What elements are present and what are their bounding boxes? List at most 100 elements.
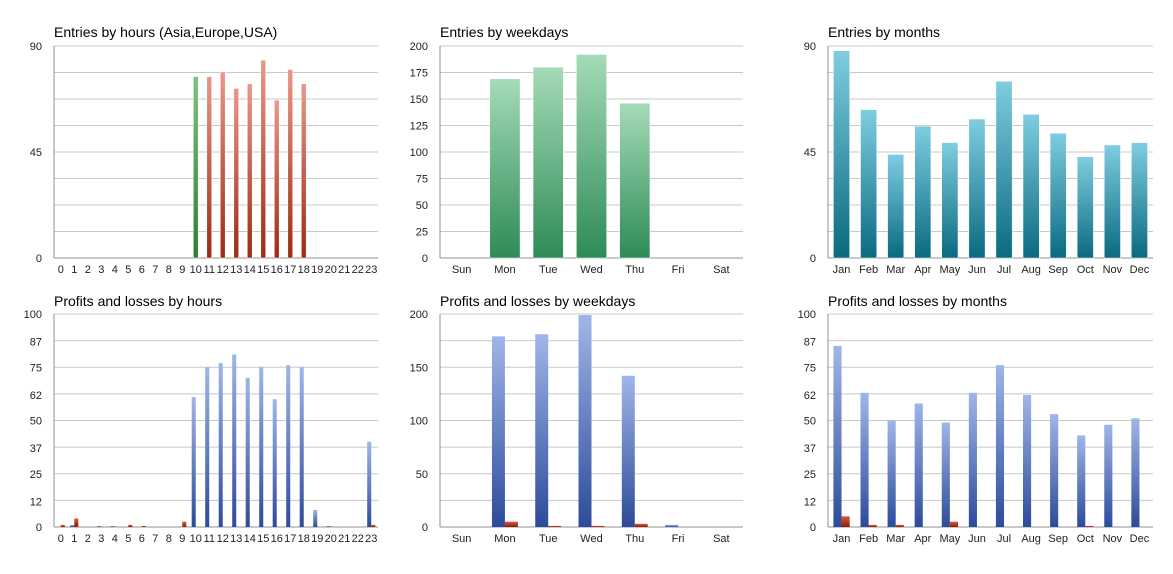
x-tick-label: Wed (580, 533, 602, 545)
x-tick-label: Thu (625, 533, 644, 545)
profit-bar-14 (245, 377, 250, 527)
profit-bar-apr (914, 403, 923, 527)
x-tick-label: 15 (257, 264, 269, 276)
bar-13 (233, 88, 239, 259)
x-tick-label: Aug (1021, 264, 1041, 276)
chart-title: Profits and losses by hours (54, 293, 222, 309)
y-tick-label: 200 (410, 41, 428, 53)
x-tick-label: 0 (58, 533, 64, 545)
loss-bar-oct (1085, 525, 1094, 527)
y-tick-label: 87 (30, 337, 42, 349)
x-tick-label: Mar (886, 533, 905, 545)
x-tick-label: Sep (1048, 533, 1068, 545)
bar-feb (860, 109, 877, 259)
chart-title: Profits and losses by months (828, 293, 1007, 309)
x-tick-label: 18 (298, 264, 310, 276)
profit-bar-11 (205, 367, 210, 527)
bar-sep (1049, 132, 1067, 259)
y-tick-label: 100 (410, 147, 428, 159)
x-tick-label: 11 (204, 533, 215, 545)
bar-tue (532, 66, 564, 259)
bar-18 (301, 83, 307, 259)
bar-dec (1131, 142, 1148, 259)
y-tick-label: 87 (804, 337, 816, 349)
profit-bar-13 (232, 354, 237, 527)
x-tick-label: 9 (179, 533, 185, 545)
x-tick-label: 19 (311, 533, 323, 545)
chart-entries-by-weekdays: Entries by weekdays 0 25 50 75 100 125 150 175 2… (391, 0, 782, 287)
x-tick-label: Dec (1130, 533, 1150, 545)
profit-bar-16 (272, 399, 277, 527)
loss-bar-feb (868, 524, 877, 527)
loss-bar-5 (128, 524, 133, 527)
y-tick-label: 37 (804, 443, 816, 455)
y-tick-label: 25 (804, 469, 816, 481)
x-tick-label: Jul (997, 264, 1011, 276)
bar-16 (274, 99, 280, 259)
loss-bar-jan (841, 516, 850, 527)
x-tick-label: Aug (1021, 533, 1041, 545)
x-tick-label: 12 (217, 533, 229, 545)
y-tick-label: 0 (36, 522, 42, 534)
x-tick-label: 5 (125, 264, 131, 276)
y-tick-label: 75 (804, 362, 816, 374)
bar-jun (968, 118, 986, 259)
loss-bar-23 (371, 524, 376, 527)
loss-bar-may (949, 521, 958, 527)
x-tick-label: 8 (166, 533, 172, 545)
x-tick-label: 13 (230, 533, 242, 545)
x-tick-label: Wed (580, 264, 602, 276)
y-tick-label: 25 (30, 469, 42, 481)
x-tick-label: Apr (914, 533, 931, 545)
x-tick-label: Jan (833, 533, 851, 545)
bar-mon (489, 78, 521, 259)
y-tick-label: 0 (36, 253, 42, 265)
loss-bar-1 (74, 518, 79, 527)
chart-title: Entries by weekdays (440, 24, 568, 40)
x-tick-label: 3 (98, 533, 104, 545)
profit-bar-4 (110, 525, 115, 527)
x-tick-label: Apr (914, 264, 931, 276)
x-tick-label: 13 (230, 264, 242, 276)
bar-mar (887, 154, 905, 259)
profit-bar-thu (621, 375, 635, 527)
y-tick-label: 150 (410, 94, 428, 106)
bar-thu (619, 102, 651, 259)
y-tick-label: 50 (416, 200, 428, 212)
x-tick-label: Sun (452, 264, 472, 276)
x-tick-label: Feb (859, 264, 878, 276)
y-tick-label: 125 (410, 121, 428, 133)
x-tick-label: Fri (672, 264, 685, 276)
chart-profits-losses-by-hours: Profits and losses by hours 0 12 25 37 50 62 7… (0, 287, 391, 574)
x-tick-label: 21 (338, 264, 350, 276)
x-tick-label: Oct (1077, 533, 1094, 545)
profit-bar-18 (299, 367, 304, 527)
profit-bar-10 (191, 397, 196, 527)
loss-bar-mar (895, 524, 904, 527)
x-tick-label: Sun (452, 533, 472, 545)
x-tick-label: Mon (494, 264, 515, 276)
x-tick-label: 1 (71, 533, 77, 545)
bar-may (941, 142, 959, 259)
profit-bar-sep (1050, 414, 1059, 527)
y-tick-label: 90 (804, 41, 816, 53)
profit-bar-oct (1077, 435, 1086, 527)
x-tick-label: 22 (352, 533, 364, 545)
y-tick-label: 25 (416, 227, 428, 239)
x-tick-label: Sat (713, 264, 730, 276)
x-tick-label: 8 (166, 264, 172, 276)
chart-svg: Profits and losses by months 0 12 25 37 50 62… (798, 293, 1153, 545)
x-tick-label: May (939, 264, 960, 276)
x-tick-label: Sat (713, 533, 730, 545)
y-tick-label: 45 (804, 147, 816, 159)
profit-bar-3 (97, 525, 102, 527)
x-tick-label: 10 (190, 533, 202, 545)
profit-bar-15 (259, 367, 264, 527)
x-tick-label: Jan (833, 264, 851, 276)
x-tick-label: 16 (271, 264, 283, 276)
bar-jul (995, 81, 1013, 259)
x-tick-label: Tue (539, 264, 558, 276)
x-tick-label: 9 (179, 264, 185, 276)
bar-11 (206, 76, 212, 259)
x-tick-label: 23 (365, 264, 377, 276)
